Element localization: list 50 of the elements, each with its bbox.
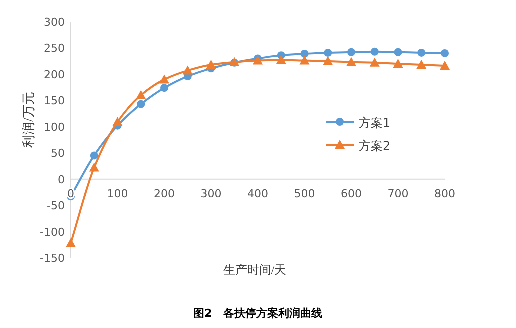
point [160,74,170,84]
point [441,49,449,58]
point [440,61,450,70]
x-tick-label: 200 [154,187,175,200]
point [394,48,402,56]
point [324,48,332,57]
x-tick-label: 500 [294,187,316,200]
point [66,238,76,248]
x-tick-label: 100 [107,187,128,200]
x-tick-label: 400 [248,187,268,200]
y-tick-label: 0 [58,173,65,186]
x-tick-label: 600 [341,187,362,200]
y-tick-label: -150 [40,252,65,265]
point [300,56,310,65]
y-tick-label: 50 [51,147,65,160]
point [370,58,380,67]
point [90,152,98,160]
point [182,66,193,75]
point [89,162,100,172]
y-tick-label: 300 [44,16,65,29]
point [418,48,426,57]
point [348,48,356,56]
caption: 图2 各扶停方案利润曲线 [194,307,322,320]
x-tick-label: 300 [200,187,222,200]
point [206,60,216,70]
y-tick-label: 100 [44,120,65,134]
point [300,50,309,58]
point [112,117,123,126]
point [137,100,146,108]
point [416,60,427,70]
y-axis-title: 利润/万元 [21,92,36,148]
x-tick-label: 800 [434,187,456,200]
legend-item: 方案2 [326,139,391,153]
x-tick-label: 700 [388,187,409,200]
legend-label: 方案2 [359,139,391,153]
point [370,48,379,56]
point [323,56,334,66]
y-tick-label: -100 [40,226,65,239]
y-tick-label: 150 [44,94,65,108]
point [393,58,404,68]
point [136,90,146,100]
y-tick-label: 250 [44,42,65,56]
legend-item: 方案1 [326,116,391,130]
x-axis-title: 生产时间/天 [223,263,287,277]
legend-label: 方案1 [359,116,391,130]
point [160,84,168,92]
point [276,55,286,64]
y-tick-label: 200 [44,68,65,82]
point [346,57,356,66]
y-tick-label: -50 [47,200,65,213]
